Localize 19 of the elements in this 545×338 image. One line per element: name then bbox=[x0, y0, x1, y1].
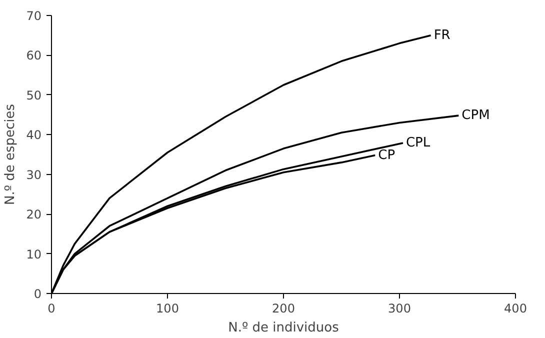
x-tick-label: 0 bbox=[48, 302, 56, 316]
y-tick-label: 30 bbox=[26, 168, 42, 182]
series-label: CPM bbox=[462, 108, 490, 124]
y-tick-label: 10 bbox=[26, 247, 42, 262]
y-tick-label: 70 bbox=[26, 9, 42, 23]
x-axis-title: N.º de individuos bbox=[228, 320, 340, 336]
series-label: CP bbox=[378, 148, 396, 163]
series-label: FR bbox=[434, 28, 450, 43]
x-tick-label: 100 bbox=[156, 302, 179, 316]
y-axis-title: N.º de especies bbox=[3, 104, 18, 206]
x-tick-label: 400 bbox=[504, 302, 527, 316]
series-label: CPL bbox=[406, 135, 431, 150]
x-tick-label: 200 bbox=[272, 302, 295, 316]
y-tick-label: 0 bbox=[34, 287, 42, 301]
y-tick-label: 60 bbox=[26, 48, 42, 63]
y-tick-label: 20 bbox=[26, 208, 42, 222]
y-tick-label: 50 bbox=[26, 88, 42, 102]
y-tick-label: 40 bbox=[26, 128, 42, 142]
x-tick-label: 300 bbox=[388, 302, 411, 316]
